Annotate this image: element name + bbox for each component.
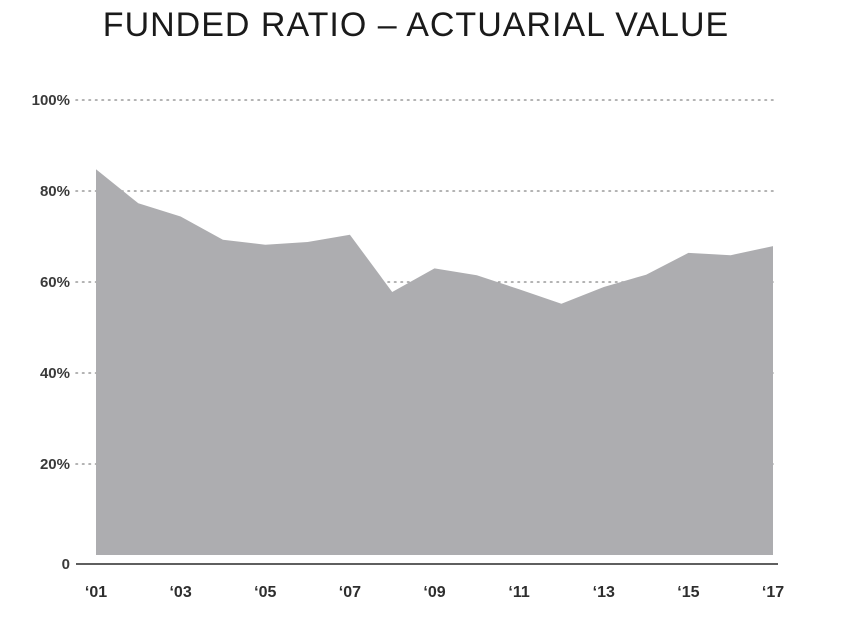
x-tick-label: ‘13 (593, 584, 615, 601)
area-series (96, 169, 773, 555)
y-axis-tick-labels: 0 20% 40% 60% 80% 100% (32, 92, 70, 573)
y-tick-label: 60% (40, 274, 70, 291)
y-tick-label: 40% (40, 365, 70, 382)
x-tick-label: ‘07 (339, 584, 361, 601)
chart-title: FUNDED RATIO – ACTUARIAL VALUE (103, 6, 729, 44)
y-tick-label: 80% (40, 183, 70, 200)
y-tick-label: 20% (40, 456, 70, 473)
x-tick-label: ‘09 (423, 584, 445, 601)
x-tick-label: ‘05 (254, 584, 276, 601)
x-tick-label: ‘15 (677, 584, 699, 601)
x-tick-label: ‘17 (762, 584, 784, 601)
x-tick-label: ‘11 (508, 584, 529, 601)
funded-ratio-area (96, 169, 773, 555)
x-tick-label: ‘03 (169, 584, 191, 601)
x-axis-tick-labels: ‘01 ‘03 ‘05 ‘07 ‘09 ‘11 ‘13 ‘15 ‘17 (85, 584, 784, 601)
y-tick-label: 0 (62, 556, 70, 573)
x-tick-label: ‘01 (85, 584, 107, 601)
y-tick-label: 100% (32, 92, 70, 109)
